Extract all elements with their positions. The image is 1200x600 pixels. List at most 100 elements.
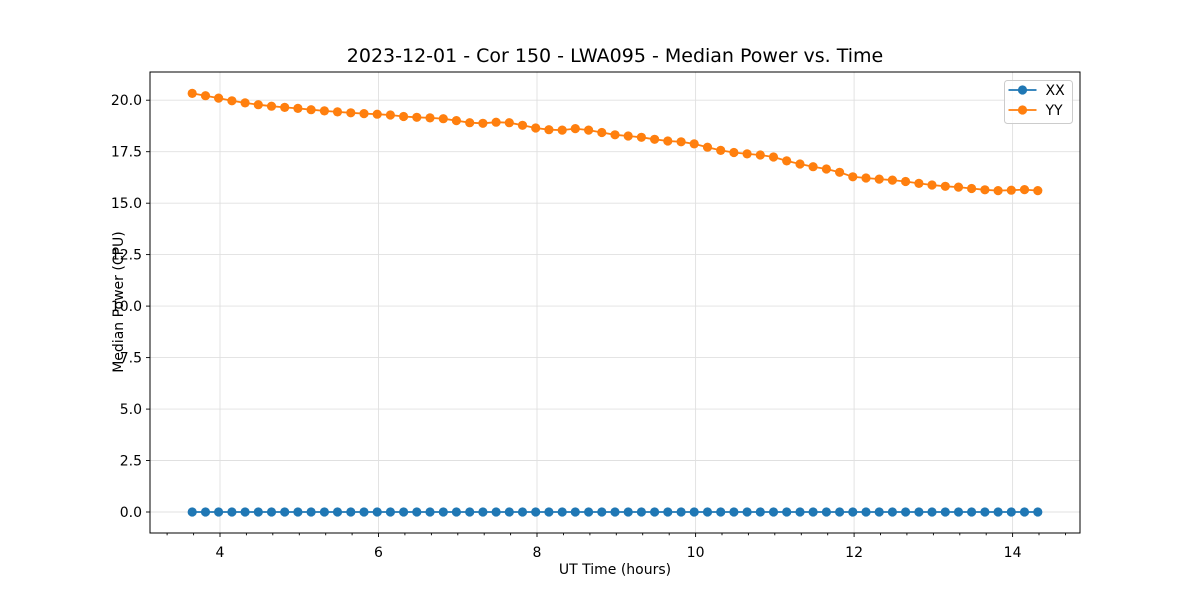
data-point-marker [200, 91, 211, 101]
data-point-marker [187, 507, 197, 517]
data-point-marker [835, 167, 845, 177]
data-point-marker [874, 507, 884, 517]
data-point-marker [465, 118, 475, 128]
data-point-marker [676, 137, 686, 147]
data-point-marker [887, 175, 898, 185]
data-point-marker [346, 507, 356, 517]
data-point-marker [597, 127, 607, 138]
y-tick-label: 17.5 [111, 145, 142, 161]
series-YY [187, 88, 1043, 196]
data-point-marker [1006, 507, 1016, 517]
data-point-marker [927, 180, 937, 190]
data-point-marker [597, 507, 607, 517]
data-point-marker [293, 507, 303, 517]
data-point-marker [359, 507, 369, 517]
plot-spines [149, 71, 1081, 534]
data-point-marker [346, 108, 356, 118]
data-point-marker [1019, 507, 1030, 517]
data-point-marker [227, 507, 237, 517]
x-tick-label: 14 [1004, 545, 1022, 561]
data-point-marker [729, 507, 739, 517]
data-point-marker [412, 112, 422, 122]
legend: XX YY [1004, 80, 1073, 124]
data-point-marker [1033, 507, 1043, 517]
data-point-marker [768, 507, 779, 517]
data-point-marker [993, 186, 1003, 196]
data-point-marker [623, 507, 633, 517]
grid-lines [150, 72, 1080, 533]
data-point-marker [531, 507, 541, 517]
data-point-marker [795, 159, 805, 169]
data-point-marker [808, 162, 818, 172]
legend-label-XX: XX [1046, 83, 1066, 99]
series-line-YY [192, 92, 1038, 192]
data-point-marker [729, 147, 739, 158]
x-tick-label: 12 [845, 545, 863, 561]
data-point-marker [610, 507, 620, 517]
data-point-marker [940, 181, 950, 191]
y-tick-label: 2.5 [120, 454, 142, 470]
data-point-marker [438, 507, 448, 517]
data-point-marker [478, 118, 488, 128]
data-point-marker [253, 507, 263, 517]
data-point-marker [782, 156, 792, 166]
data-point-marker [465, 507, 475, 517]
data-point-marker [1033, 186, 1043, 196]
x-axis-label: UT Time (hours) [558, 562, 672, 578]
x-tick-label: 10 [687, 545, 705, 561]
chart-title: 2023-12-01 - Cor 150 - LWA095 - Median P… [346, 45, 884, 67]
data-point-marker [755, 507, 765, 517]
data-point-marker [332, 507, 343, 517]
data-point-marker [821, 164, 832, 174]
data-point-marker [570, 124, 580, 134]
data-point-marker [650, 134, 660, 144]
data-point-marker [1019, 185, 1030, 195]
data-point-marker [504, 507, 514, 517]
legend-marker-sample [1017, 105, 1028, 115]
x-tick-label: 6 [374, 545, 383, 561]
data-point-marker [663, 507, 673, 517]
data-point-marker [927, 507, 937, 517]
data-point-marker [385, 110, 395, 120]
y-axis-label: Median Power (CPU) [111, 231, 127, 373]
data-point-marker [253, 100, 263, 110]
data-point-marker [214, 507, 224, 517]
data-point-marker [742, 149, 752, 159]
data-point-marker [584, 125, 594, 135]
y-tick-label: 5.0 [120, 402, 142, 418]
data-point-marker [557, 125, 567, 135]
y-tick-label: 20.0 [111, 93, 142, 109]
data-point-marker [187, 88, 197, 98]
data-point-marker [227, 96, 237, 106]
data-point-marker [636, 507, 647, 517]
data-point-marker [716, 145, 726, 155]
data-point-marker [570, 507, 580, 517]
data-point-marker [716, 507, 726, 517]
data-point-marker [412, 507, 422, 517]
data-point-marker [663, 136, 673, 146]
data-point-marker [584, 507, 594, 517]
y-tick-label: 12.5 [111, 248, 142, 264]
data-point-marker [914, 178, 924, 188]
x-tick-label: 8 [533, 545, 542, 561]
data-point-marker [372, 109, 382, 119]
data-point-marker [848, 172, 858, 182]
data-point-marker [861, 507, 871, 517]
data-point-marker [821, 507, 832, 517]
data-point-marker [914, 507, 924, 517]
data-point-marker [901, 176, 911, 187]
legend-marker-sample [1017, 85, 1028, 95]
data-point-marker [557, 507, 567, 517]
data-point-marker [887, 507, 898, 517]
data-point-marker [795, 507, 805, 517]
data-point-marker [332, 107, 343, 117]
data-point-marker [901, 507, 911, 517]
data-point-marker [782, 507, 792, 517]
data-point-marker [478, 507, 488, 517]
data-point-marker [808, 507, 818, 517]
data-point-marker [835, 507, 845, 517]
data-point-marker [491, 117, 501, 127]
data-point-marker [874, 174, 884, 184]
